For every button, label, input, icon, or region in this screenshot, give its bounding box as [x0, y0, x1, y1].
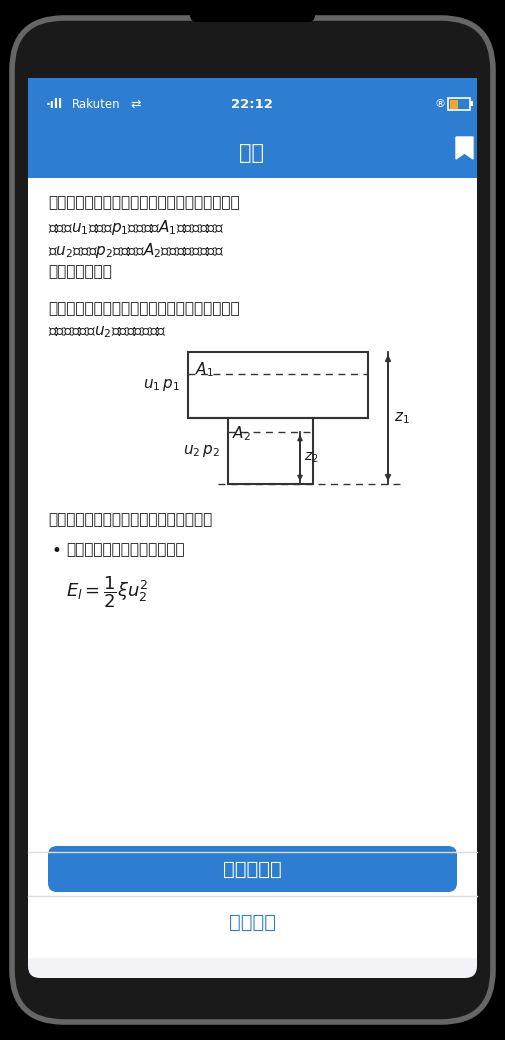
Text: ただし、次の条件が与えられています。: ただし、次の条件が与えられています。 — [48, 512, 212, 527]
FancyBboxPatch shape — [190, 8, 315, 22]
Text: 終了する: 終了する — [228, 912, 276, 932]
Text: 下流側の流速$u_2$を求めなさい。: 下流側の流速$u_2$を求めなさい。 — [48, 324, 167, 340]
Text: 圧力損失によるエネルギー：: 圧力損失によるエネルギー： — [66, 542, 185, 557]
Text: •: • — [52, 542, 62, 560]
Bar — [188, 352, 368, 418]
Text: ⇄: ⇄ — [130, 98, 140, 110]
Text: ®: ® — [434, 99, 445, 109]
Text: ·ıll: ·ıll — [46, 98, 63, 110]
FancyBboxPatch shape — [28, 78, 477, 140]
Text: ベルヌーイの定理と流量一定の条件を用いて、: ベルヌーイの定理と流量一定の条件を用いて、 — [48, 301, 240, 316]
Bar — [28, 126, 477, 178]
Text: 22:12: 22:12 — [231, 98, 273, 110]
Text: Rakuten: Rakuten — [72, 98, 121, 110]
Text: $u_2\,p_2$: $u_2\,p_2$ — [183, 443, 220, 459]
Text: 速$u_2$、圧力$p_2$、断面積$A_2$）の間で流体が移: 速$u_2$、圧力$p_2$、断面積$A_2$）の間で流体が移 — [48, 241, 224, 260]
Bar — [470, 101, 473, 106]
Text: $A_1$: $A_1$ — [195, 360, 214, 379]
Text: 動しています。: 動しています。 — [48, 264, 112, 279]
Polygon shape — [456, 137, 473, 159]
FancyBboxPatch shape — [48, 900, 457, 944]
FancyBboxPatch shape — [28, 78, 477, 978]
Text: 問題: 問題 — [239, 144, 265, 163]
Bar — [449, 100, 458, 108]
Bar — [448, 98, 470, 110]
Bar — [28, 178, 477, 958]
Text: 結果を見る: 結果を見る — [223, 859, 281, 879]
Text: 以下の図のような配管システムにおいて、上流: 以下の図のような配管システムにおいて、上流 — [48, 196, 240, 210]
Bar — [28, 78, 477, 128]
Text: $z_1$: $z_1$ — [394, 410, 410, 425]
FancyBboxPatch shape — [48, 846, 457, 892]
Text: $z_2$: $z_2$ — [304, 450, 319, 465]
Text: $A_2$: $A_2$ — [232, 424, 251, 443]
Text: $u_1\,p_1$: $u_1\,p_1$ — [143, 378, 180, 393]
Bar — [228, 418, 313, 484]
Bar — [28, 126, 477, 178]
Text: （流速$u_1$、圧力$p_1$、断面積$A_1$）と下流（流: （流速$u_1$、圧力$p_1$、断面積$A_1$）と下流（流 — [48, 218, 224, 237]
FancyBboxPatch shape — [12, 18, 493, 1022]
Text: $E_l = \dfrac{1}{2}\xi u_2^2$: $E_l = \dfrac{1}{2}\xi u_2^2$ — [66, 574, 148, 609]
